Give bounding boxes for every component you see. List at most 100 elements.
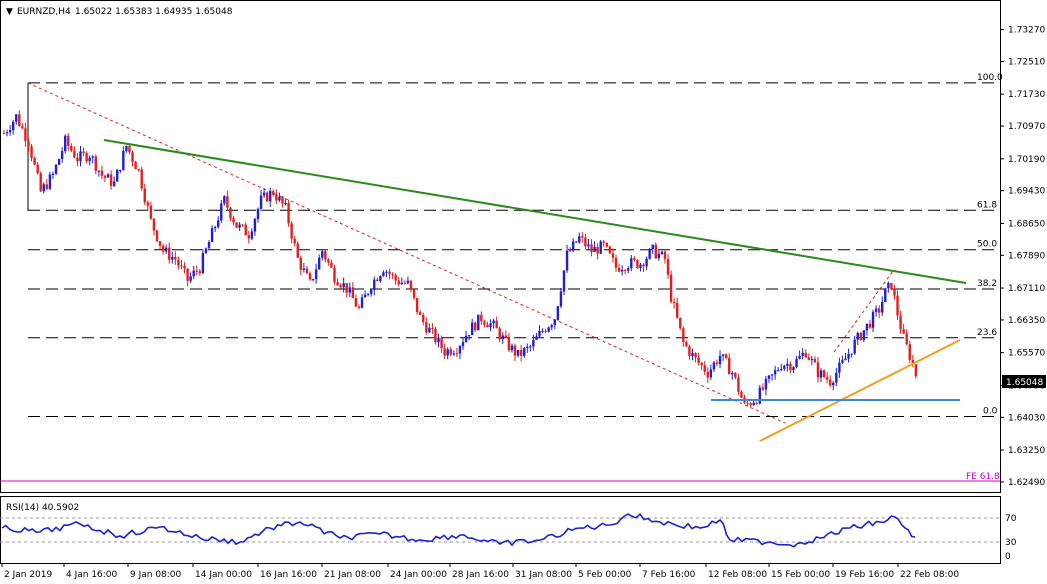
candle-body: [21, 126, 24, 129]
candle-body: [11, 121, 15, 131]
candle-body: [195, 270, 198, 272]
candle-body: [308, 273, 312, 280]
candle-body: [804, 352, 807, 358]
candle-body: [36, 164, 39, 174]
fib-label: 23.6: [977, 328, 997, 338]
candle-body: [73, 150, 76, 158]
x-tick-label: 9 Jan 08:00: [130, 570, 182, 580]
candle-body: [706, 371, 709, 378]
candle-body: [158, 241, 162, 246]
y-tick-label: 1.70970: [1008, 122, 1045, 132]
candle-body: [859, 332, 862, 341]
candle-body: [914, 364, 918, 377]
candle-body: [581, 236, 584, 238]
support-trendline[interactable]: [759, 339, 961, 442]
candle-body: [33, 158, 36, 165]
candle-body: [807, 357, 810, 360]
candle-body: [42, 184, 45, 192]
candle-body: [780, 369, 783, 371]
candle-body: [458, 346, 462, 354]
candle-body: [712, 362, 716, 370]
fib-label: 0.0: [983, 406, 998, 416]
candle-body: [571, 241, 575, 251]
candle-body: [45, 184, 49, 189]
candle-body: [143, 188, 146, 203]
y-tick-label: 1.65570: [1008, 349, 1045, 359]
candle-body: [183, 265, 186, 269]
candle-body: [192, 270, 195, 277]
candle-body: [614, 257, 618, 268]
candle-body: [578, 236, 581, 243]
candle-body: [660, 251, 664, 254]
candle-body: [272, 191, 275, 195]
candle-body: [400, 282, 403, 285]
y-tick-label: 1.63250: [1008, 446, 1045, 456]
candle-body: [134, 161, 137, 170]
candle-body: [339, 285, 342, 288]
candle-body: [627, 268, 630, 271]
candle-body: [798, 355, 801, 359]
candle-body: [761, 387, 765, 390]
candle-body: [672, 301, 676, 303]
candle-body: [302, 268, 306, 270]
candle-body: [137, 169, 140, 171]
candle-body: [85, 153, 88, 162]
candle-body: [357, 306, 361, 308]
candle-body: [299, 257, 303, 270]
x-tick-label: 14 Jan 00:00: [195, 570, 252, 580]
candle-body: [841, 360, 844, 363]
candle-body: [256, 208, 260, 220]
rsi-30-label: 30: [1005, 538, 1017, 548]
candle-body: [452, 353, 456, 355]
candle-body: [715, 362, 719, 364]
candle-body: [217, 220, 220, 227]
price-badge-text: 1.65048: [1006, 378, 1043, 388]
candle-body: [474, 322, 477, 331]
candle-body: [60, 151, 64, 159]
candle-body: [865, 323, 869, 331]
candle-body: [345, 283, 348, 293]
candle-body: [238, 224, 241, 228]
x-tick-label: 7 Feb 16:00: [642, 570, 696, 580]
x-tick-label: 4 Jan 16:00: [66, 570, 118, 580]
candle-body: [575, 241, 578, 243]
candle-body: [119, 169, 122, 171]
candle-body: [523, 348, 526, 356]
fib-projection-line: [27, 82, 786, 424]
fib-label: 38.2: [977, 279, 997, 289]
candle-body: [354, 298, 358, 307]
candle-body: [770, 374, 774, 376]
candle-body: [896, 295, 899, 316]
candle-body: [617, 267, 621, 272]
candle-body: [501, 335, 504, 340]
candle-body: [79, 151, 82, 162]
candle-body: [553, 319, 556, 326]
candle-body: [51, 173, 55, 175]
candle-body: [443, 348, 446, 356]
candle-body: [232, 218, 235, 223]
main-panel-frame: [0, 0, 1001, 493]
candle-body: [602, 241, 605, 243]
candle-body: [88, 157, 91, 162]
x-axis: 2 Jan 2019 4 Jan 16:00 9 Jan 08:00 14 Jan 0…: [1, 563, 959, 580]
x-tick-label: 31 Jan 08:00: [515, 570, 572, 580]
candle-body: [724, 354, 728, 359]
candle-body: [403, 282, 407, 284]
candle-body: [333, 267, 336, 283]
candle-body: [477, 314, 480, 331]
fib-levels: 100.0 61.8 50.0 38.2 23.6 0.0: [27, 73, 1003, 417]
candle-body: [109, 174, 113, 186]
candle-body: [152, 218, 156, 231]
candle-body: [623, 269, 627, 271]
candle-body: [305, 268, 309, 274]
candle-body: [825, 377, 829, 380]
resistance-trendline[interactable]: [103, 139, 967, 284]
candle-body: [287, 202, 290, 224]
candle-body: [5, 132, 9, 134]
candle-body: [682, 328, 685, 343]
candle-body: [180, 265, 183, 267]
y-tick-label: 1.71730: [1008, 90, 1045, 100]
candle-body: [128, 145, 131, 153]
candle-body: [832, 382, 835, 386]
